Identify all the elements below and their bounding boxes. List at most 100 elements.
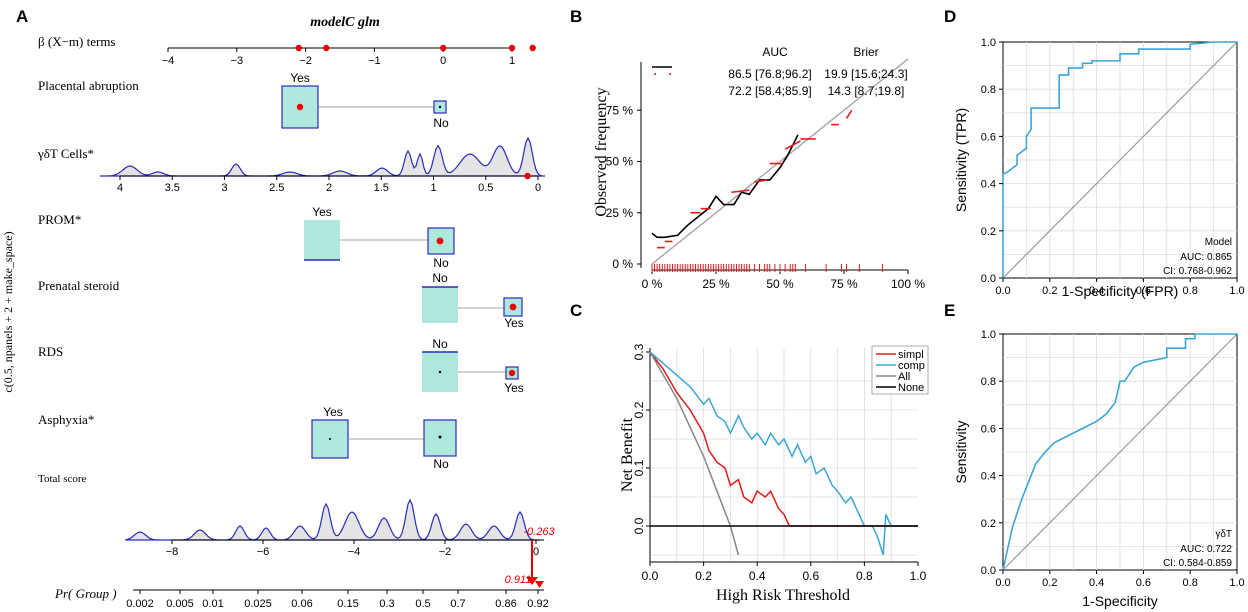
beta-point-3 [508,44,516,52]
roc-e-ylabel: Sensitivity [953,420,969,483]
panel-letter-a: A [16,7,28,26]
calibration-xtick-label-3: 75 % [830,277,858,291]
placental-no-label: No [433,116,449,130]
prenatal-yes-point [509,303,517,311]
beta-point-2 [440,44,447,52]
total-tick-label-1: −6 [257,546,270,558]
calibration-ytick-label-2: 50 % [606,155,634,169]
asphyxia-yes-point [329,438,331,440]
calibration-xtick-label-2: 50 % [766,277,794,291]
roc-e-xtick-label-2: 0.4 [1089,577,1104,589]
gdt-tick-label-2: 3 [221,182,227,194]
dca-xtick-label-4: 0.8 [856,569,873,583]
roc-e-annotation-ci: CI: 0.584-0.859 [1163,558,1232,569]
roc-d-xtick-label-5: 1.0 [1229,285,1244,297]
beta-point-1 [323,44,330,52]
dca-legend-label-3: None [898,382,924,394]
roc-e-xticks: 0.0 0.2 0.4 0.6 0.8 1.0 [995,570,1245,589]
prob-arrow-head [526,577,538,585]
prob-tick-label-8: 0.7 [450,598,465,610]
dca-xticks: 0.0 0.2 0.4 0.6 0.8 1.0 [642,562,927,583]
prob-axis-ticks: 0.002 0.005 0.01 0.025 0.06 0.15 0.3 0.5 0.7 0.86… [126,590,549,610]
calibration-ytick-label-0: 0 % [612,257,633,271]
gdt-axis-ticks: 4 3.5 3 2.5 2 1.5 1 0.5 0 [117,176,541,194]
asphyxia-yes-label: Yes [323,405,343,419]
var-label-total: Total score [38,473,87,485]
dca-ytick-label-3: 0.3 [632,343,646,360]
prob-tick-label-2: 0.01 [202,598,223,610]
roc-d-ytick-label-5: 1.0 [981,37,996,49]
placental-yes-point [296,103,304,111]
rds-yes-point [508,369,516,377]
calibration-legend-brier-gdt: 14.3 [8.7;19.8] [828,84,905,98]
var-label-asphyxia: Asphyxia* [38,412,94,427]
beta-axis-points [295,44,536,52]
gdt-tick-label-0: 4 [117,182,123,194]
gdt-tick-label-5: 1.5 [374,182,389,194]
dca-series-all [649,351,740,556]
roc-e-xtick-label-1: 0.2 [1042,577,1057,589]
total-axis-ticks: −8 −6 −4 −2 0 [166,540,539,558]
roc-e-curve [1002,333,1237,571]
calibration-xtick-label-4: 100 % [891,277,925,291]
roc-e-xlabel: 1-Specificity [1082,593,1157,609]
asphyxia-no-point [438,435,442,439]
total-tick-label-3: −2 [439,546,452,558]
beta-point-0 [295,44,302,52]
roc-d-ytick-label-0: 0.0 [981,273,996,285]
prob-tick-label-7: 0.5 [415,598,430,610]
nomogram-title: modelC glm [310,15,380,30]
calibration-gdt-segment-4 [731,189,750,194]
roc-e-xtick-label-0: 0.0 [995,577,1010,589]
panel-letter-e: E [944,301,955,320]
nomogram-ylabel: c(0.5, npanels + 2 + make_space) [1,231,15,392]
roc-d-annotation-ci: CI: 0.768-0.962 [1163,266,1232,277]
roc-e-grid [1003,334,1237,570]
panel-letter-b: B [570,7,582,26]
var-label-rds: RDS [38,344,63,359]
dca-ytick-label-2: 0.2 [632,401,646,418]
total-tick-label-2: −4 [348,546,361,558]
roc-d-ytick-label-2: 0.4 [981,179,996,191]
roc-e-ytick-label-0: 0.0 [981,565,996,577]
rds-no-label: No [432,337,448,351]
roc-e-ytick-label-1: 0.2 [981,518,996,530]
calibration-gdt-segment-5 [754,179,768,183]
prom-no-label: No [433,256,449,270]
roc-d-ylabel: Sensitivity (TPR) [953,108,969,212]
gdt-density-curve [100,136,545,177]
calibration-legend-brier-model: 19.9 [15.6;24.3] [824,67,907,81]
roc-d-xticks: 0.0 0.2 0.4 0.6 0.8 1.0 [995,278,1245,297]
prenatal-yes-label: Yes [504,316,524,330]
roc-e-ytick-label-2: 0.4 [981,471,996,483]
prob-tick-label-4: 0.06 [291,598,312,610]
roc-d-curve [1002,41,1237,278]
calibration-yticks: 0 % 25 % 50 % 75 % [606,103,641,271]
roc-e-annotation-name: γδT [1215,529,1232,540]
roc-d-xlabel: 1-Specificity (FPR) [1062,283,1179,299]
prom-yes-box [304,220,340,260]
roc-d-diagonal [1002,41,1238,279]
total-density-curve [125,498,540,541]
calibration-gdt-segment-10 [845,109,853,119]
beta-tick-label-5: 1 [509,55,515,67]
var-label-placental: Placental abruption [38,78,139,93]
total-tick-label-4: 0 [533,546,539,558]
dca-yticks: 0.0 0.1 0.2 0.3 [632,343,650,534]
dca-ytick-label-0: 0.0 [632,517,646,534]
prob-axis-label: Pr( Group ) [54,586,117,601]
roc-e-xtick-label-4: 0.8 [1183,577,1198,589]
dca-xtick-label-2: 0.4 [749,569,766,583]
panel-b-calibration: Observed frequency 0 % 25 % 50 % 75 % 0 % 25… [593,45,925,291]
dca-ylabel: Net Benefit [619,417,636,492]
dca-legend-label-0: simpl [898,349,924,361]
roc-d-xtick-label-4: 0.8 [1183,285,1198,297]
rds-no-point [438,370,442,374]
prob-tick-label-3: 0.025 [244,598,272,610]
beta-point-4 [529,44,536,52]
calibration-legend-auc-header: AUC [762,45,788,59]
gdt-tick-label-6: 1 [430,182,436,194]
calibration-legend-auc-gdt: 72.2 [58.4;85.9] [728,84,811,98]
